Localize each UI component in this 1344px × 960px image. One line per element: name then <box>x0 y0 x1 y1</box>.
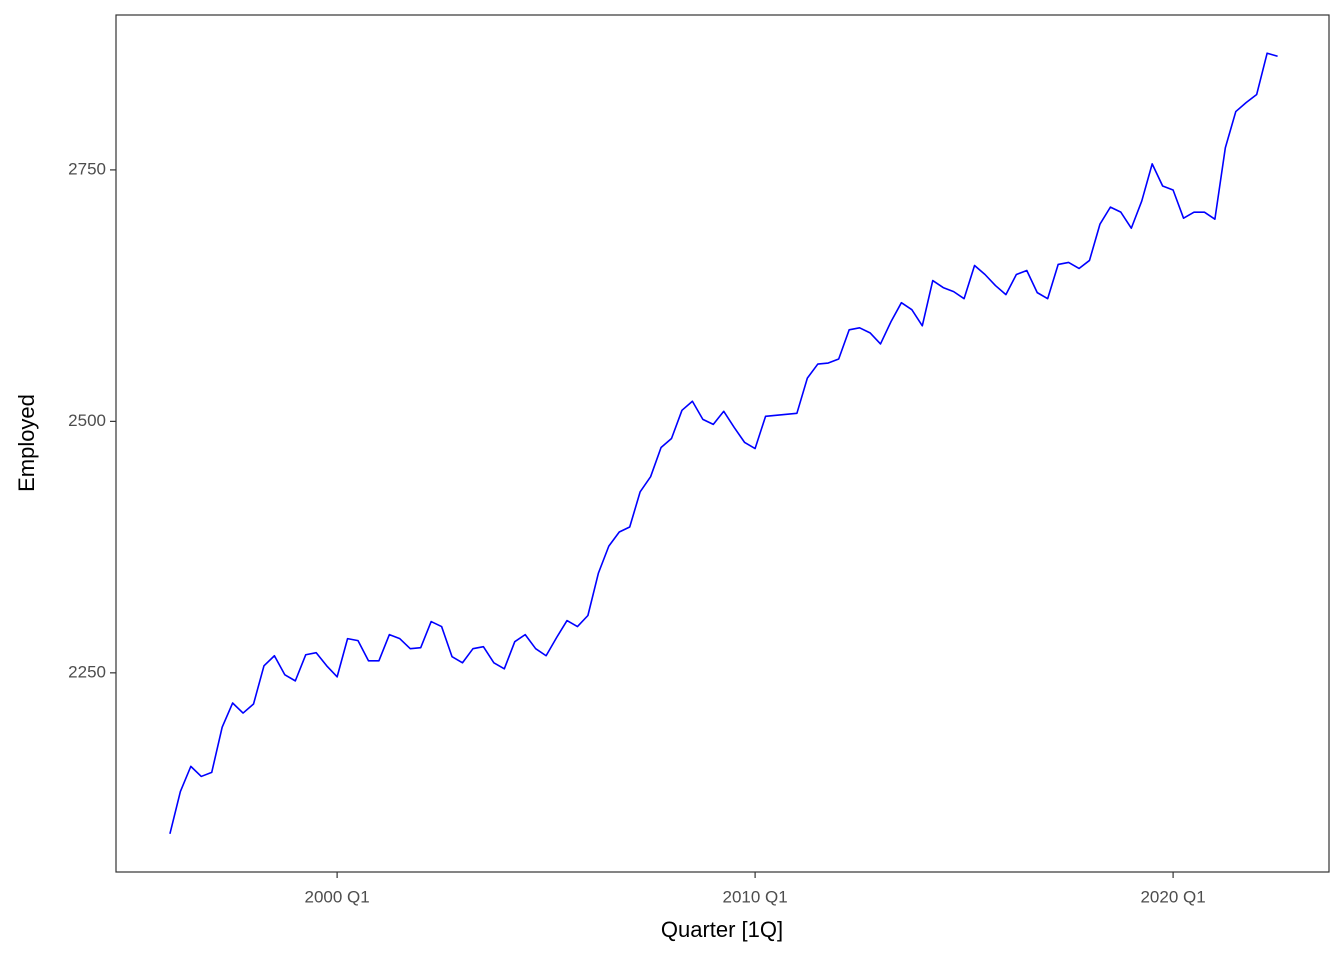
plot-panel <box>115 14 1330 873</box>
x-tick-label: 2000 Q1 <box>304 887 369 906</box>
x-tick-label: 2020 Q1 <box>1140 887 1205 906</box>
y-tick-label: 2250 <box>68 662 106 681</box>
x-axis-title: Quarter [1Q] <box>661 917 783 942</box>
x-tick-label: 2010 Q1 <box>722 887 787 906</box>
y-axis-title: Employed <box>14 394 39 492</box>
y-tick-label: 2500 <box>68 411 106 430</box>
data-line <box>169 52 1278 834</box>
y-tick-label: 2750 <box>68 159 106 178</box>
